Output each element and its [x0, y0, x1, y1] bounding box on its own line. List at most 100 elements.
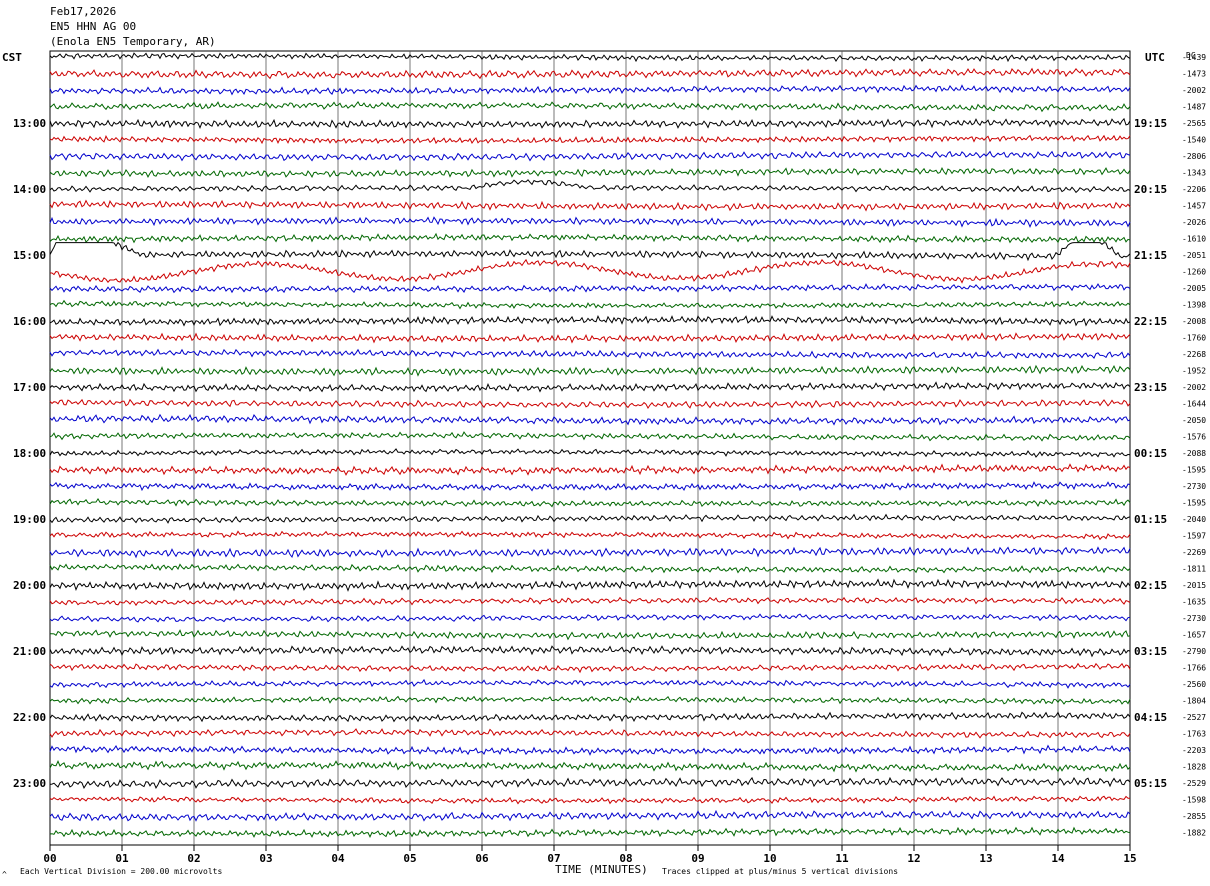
- dc-offset-label: -1473: [1182, 70, 1206, 79]
- dc-offset-label: -1763: [1182, 730, 1206, 739]
- hour-label-utc: 21:15: [1134, 249, 1167, 262]
- hour-label-cst: 16:00: [13, 315, 46, 328]
- dc-offset-label: -2565: [1182, 119, 1206, 128]
- trace-line: [49, 645, 1131, 658]
- x-tick-labels: 00 01 02 03 04 05 06 07 08 09 10 11 12 13 14 15: [43, 845, 1137, 865]
- seismic-traces: [49, 52, 1131, 838]
- x-tick-label: 02: [187, 852, 200, 865]
- trace-line: [49, 216, 1131, 228]
- trace-line: [49, 431, 1131, 442]
- dc-offset-label: -2206: [1182, 185, 1206, 194]
- hour-label-utc: 20:15: [1134, 183, 1167, 196]
- trace-line: [49, 695, 1131, 705]
- hour-label-cst: 18:00: [13, 447, 46, 460]
- dc-offset-label: -1644: [1182, 400, 1206, 409]
- hour-label-utc: 01:15: [1134, 513, 1167, 526]
- trace-line: [49, 413, 1131, 426]
- dc-offset-label: -1576: [1182, 433, 1206, 442]
- trace-line: [49, 678, 1131, 689]
- dc-offset-label: -1595: [1182, 466, 1206, 475]
- x-tick-label: 12: [907, 852, 920, 865]
- x-tick-label: 10: [763, 852, 776, 865]
- hour-label-cst: 15:00: [13, 249, 46, 262]
- dc-offset-label: -2050: [1182, 416, 1206, 425]
- trace-line: [49, 117, 1131, 130]
- trace-line: [49, 448, 1131, 458]
- trace-line: [49, 578, 1131, 592]
- dc-offset-label: -2806: [1182, 152, 1206, 161]
- dc-offset-label: -2051: [1182, 251, 1206, 260]
- trace-line: [49, 348, 1131, 360]
- hour-label-cst: 19:00: [13, 513, 46, 526]
- trace-line: [50, 258, 1131, 284]
- x-tick-label: 00: [43, 852, 56, 865]
- trace-line: [49, 332, 1131, 344]
- hour-label-utc: 22:15: [1134, 315, 1167, 328]
- dc-offset-label: -1398: [1182, 301, 1206, 310]
- trace-line: [49, 744, 1131, 756]
- trace-line: [49, 760, 1131, 773]
- hour-label-cst: 14:00: [13, 183, 46, 196]
- dc-offset-label: -1952: [1182, 367, 1206, 376]
- header-location: (Enola EN5 Temporary, AR): [50, 35, 216, 48]
- minute-gridlines: [121, 51, 1059, 845]
- trace-line: [49, 84, 1131, 96]
- trace-line: [49, 563, 1131, 574]
- hour-label-utc: 19:15: [1134, 117, 1167, 130]
- trace-line: [49, 364, 1131, 377]
- dc-offset-label: -2790: [1182, 647, 1206, 656]
- plot-frame: [49, 50, 1131, 846]
- hour-label-utc: 00:15: [1134, 447, 1167, 460]
- dc-offset-label: -2015: [1182, 581, 1206, 590]
- trace-line: [49, 809, 1131, 822]
- trace-line: [49, 711, 1131, 723]
- dc-offset-label: -2005: [1182, 284, 1206, 293]
- dc-offset-label: -1811: [1182, 565, 1206, 574]
- dc-offset-label: -2730: [1182, 614, 1206, 623]
- trace-line: [49, 134, 1131, 145]
- dc-offset-label: -1882: [1182, 829, 1206, 838]
- dc-offset-label: -2088: [1182, 449, 1206, 458]
- dc-offset-label: -2008: [1182, 317, 1206, 326]
- dc-offset-label: -1598: [1182, 796, 1206, 805]
- trace-line: [49, 100, 1131, 113]
- dc-offset-label: -1260: [1182, 268, 1206, 277]
- dc-offset-label: -1804: [1182, 697, 1206, 706]
- trace-line: [49, 241, 1131, 262]
- trace-line: [49, 795, 1131, 805]
- trace-line: [49, 662, 1131, 674]
- hour-label-cst: 23:00: [13, 777, 46, 790]
- hour-label-cst: 20:00: [13, 579, 46, 592]
- x-tick-label: 05: [403, 852, 416, 865]
- trace-line: [49, 629, 1131, 641]
- dc-offset-label: -1487: [1182, 103, 1206, 112]
- x-tick-label: 06: [475, 852, 489, 865]
- x-tick-label: 15: [1123, 852, 1136, 865]
- x-tick-label: 13: [979, 852, 992, 865]
- trace-line: [49, 826, 1131, 838]
- dc-offset-label: -1343: [1182, 169, 1206, 178]
- dc-offset-label: -2560: [1182, 680, 1206, 689]
- trace-line: [49, 728, 1131, 739]
- dc-offset-labels: -1439 -1473 -2002 -1487 -2565 -1540 -2806 -1343…: [1182, 53, 1206, 838]
- dc-offset-label: -1610: [1182, 235, 1206, 244]
- dc-offset-label: -2002: [1182, 383, 1206, 392]
- dc-offset-label: -2203: [1182, 746, 1206, 755]
- dc-offset-label: -2730: [1182, 482, 1206, 491]
- dc-offset-label: -1657: [1182, 631, 1206, 640]
- hour-label-utc: 05:15: [1134, 777, 1167, 790]
- trace-line: [49, 150, 1131, 162]
- dc-offset-label: -2269: [1182, 548, 1206, 557]
- dc-offset-label: -2529: [1182, 779, 1206, 788]
- dc-offset-label: -2040: [1182, 515, 1206, 524]
- hour-label-cst: 13:00: [13, 117, 46, 130]
- dc-offset-label: -1595: [1182, 499, 1206, 508]
- trace-line: [49, 52, 1131, 63]
- x-tick-label: 03: [259, 852, 272, 865]
- x-axis-title: TIME (MINUTES): [555, 863, 648, 876]
- trace-line: [49, 381, 1131, 393]
- hour-label-utc: 04:15: [1134, 711, 1167, 724]
- dc-offset-label: -1597: [1182, 532, 1206, 541]
- dc-offset-label: -1635: [1182, 598, 1206, 607]
